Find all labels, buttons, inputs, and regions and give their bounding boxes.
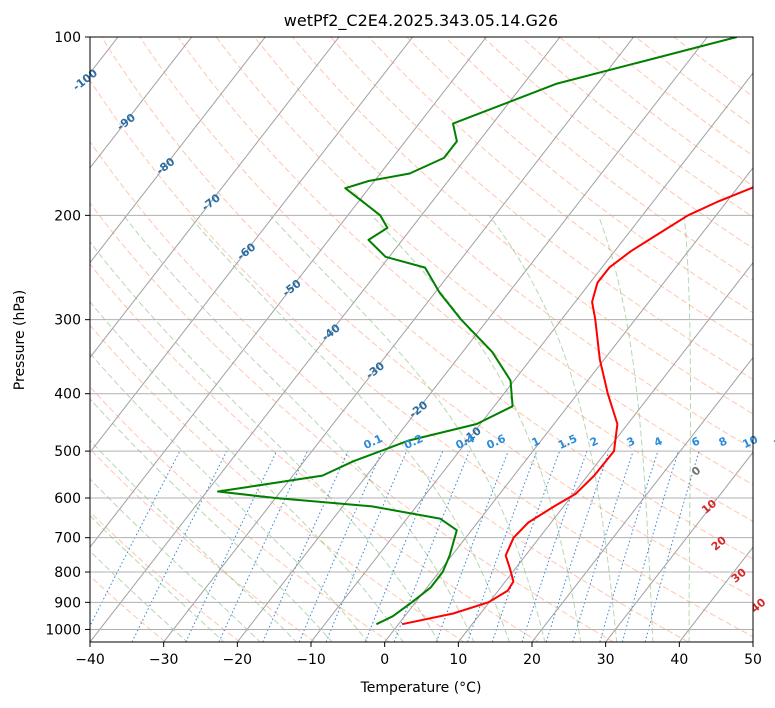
chart-title: wetPf2_C2E4.2025.343.05.14.G26 — [284, 11, 558, 31]
mixing-ratio-line — [599, 450, 659, 642]
mixing-ratio-line — [572, 450, 634, 642]
y-tick-label: 700 — [54, 531, 81, 547]
x-tick-label: −20 — [223, 652, 253, 668]
x-tick-label: 40 — [670, 652, 688, 668]
isotherm-line — [457, 261, 753, 642]
dewpoint-profile-line — [217, 37, 738, 626]
profile-lines — [217, 37, 753, 626]
moist-adiabat-line — [683, 215, 691, 642]
x-tick-label: 20 — [523, 652, 541, 668]
mixing-ratio-line — [545, 450, 610, 642]
mixing-ratio-line — [491, 450, 561, 642]
dry-adiabat-line — [177, 37, 753, 522]
isotherm-line — [310, 72, 753, 642]
mixing-ratio-label: 10 — [741, 433, 761, 451]
moist-adiabat-line — [90, 478, 261, 642]
moist-adiabat-line — [90, 398, 333, 642]
y-tick-label: 400 — [54, 387, 81, 403]
background-lines — [90, 37, 753, 642]
y-tick-label: 600 — [54, 491, 81, 507]
mixing-ratio-line — [325, 450, 408, 642]
dry-adiabat-line — [101, 37, 753, 598]
x-tick-label: 50 — [744, 652, 762, 668]
y-tick-label: 100 — [54, 30, 81, 46]
isotherm-line — [531, 356, 753, 642]
isotherm-line — [605, 451, 753, 642]
moist-adiabat-line — [188, 214, 510, 642]
mixing-ratio-line — [621, 450, 679, 642]
mixing-ratio-line — [364, 450, 444, 642]
isotherm-line — [384, 167, 753, 642]
dry-adiabat-line — [90, 263, 540, 642]
isotherm-line — [90, 37, 487, 548]
isotherm-line — [90, 37, 414, 454]
moist-adiabat-line — [90, 241, 440, 642]
plot-frame — [89, 36, 754, 643]
isotherm-line — [90, 37, 340, 359]
y-tick-label: 800 — [54, 565, 81, 581]
mixing-ratio-line — [467, 450, 538, 642]
mixing-ratio-line — [298, 450, 383, 642]
moist-adiabat-line — [90, 514, 225, 642]
dry-adiabat-line — [90, 575, 166, 642]
temperature-profile-line — [401, 186, 753, 626]
moist-adiabat-line — [269, 214, 546, 642]
y-tick-label: 200 — [54, 208, 81, 224]
mixing-ratio-line — [262, 450, 349, 642]
dry-adiabat-line — [139, 37, 753, 560]
y-axis: 1000 900 800 700 600 500 400 300 200 100 — [45, 30, 90, 638]
isotherm-line — [163, 37, 635, 642]
x-tick-label: 30 — [597, 652, 615, 668]
x-axis-label: Temperature (°C) — [360, 680, 482, 696]
x-tick-label: −30 — [149, 652, 179, 668]
isotherm-line — [752, 641, 753, 642]
dry-adiabat-line — [253, 37, 753, 450]
isotherm-line — [90, 37, 193, 169]
x-axis: −40 −30 −20 −10 0 10 20 30 40 50 — [75, 642, 762, 668]
isotherm-line — [90, 37, 561, 642]
mixing-ratio-line — [435, 450, 509, 642]
mixing-ratio-label: 13 — [772, 433, 775, 451]
isotherm-line — [90, 37, 266, 264]
moist-adiabat-line — [488, 215, 618, 642]
y-axis-label: Pressure (hPa) — [12, 290, 28, 390]
dry-adiabat-line — [292, 37, 753, 415]
dry-adiabat-line — [90, 202, 614, 642]
dry-adiabat-line — [90, 386, 390, 642]
moist-adiabat-line — [90, 439, 297, 642]
x-tick-label: −40 — [75, 652, 105, 668]
plot-area — [90, 37, 753, 642]
x-tick-label: −10 — [296, 652, 326, 668]
moist-adiabat-line — [597, 215, 654, 642]
moist-adiabat-line — [90, 300, 404, 642]
moist-adiabat-line — [90, 550, 188, 642]
y-tick-label: 500 — [54, 444, 81, 460]
y-tick-label: 300 — [54, 313, 81, 329]
x-tick-label: 0 — [380, 652, 389, 668]
dry-adiabat-line — [90, 140, 689, 642]
y-tick-label: 900 — [54, 595, 81, 611]
x-tick-label: 10 — [449, 652, 467, 668]
isotherm-line — [236, 37, 708, 642]
moist-adiabat-line — [371, 214, 582, 642]
dry-adiabat-line — [368, 37, 753, 347]
mixing-ratio-line — [521, 450, 588, 642]
y-tick-label: 1000 — [45, 622, 81, 638]
dry-adiabat-line — [90, 511, 241, 642]
